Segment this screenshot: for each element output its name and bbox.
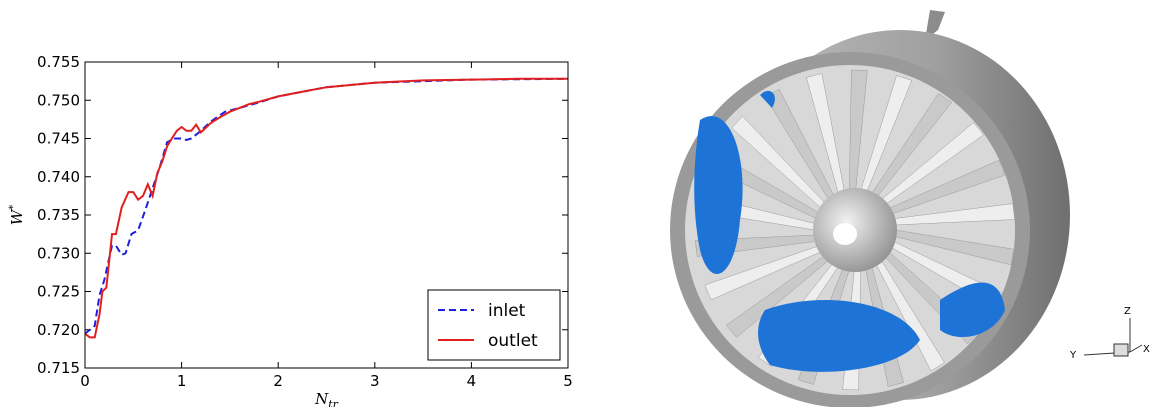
triad-label: X — [1143, 344, 1150, 355]
y-tick-label: 0.750 — [37, 91, 80, 109]
vortex-region — [694, 116, 743, 274]
y-tick-label: 0.735 — [37, 206, 80, 224]
legend-label: inlet — [488, 301, 526, 321]
y-axis-label-base: W — [8, 208, 26, 225]
y-axis-label-sup: * — [8, 205, 19, 210]
line-series — [84, 77, 568, 339]
y-tick-label: 0.730 — [37, 244, 80, 262]
triad-label: Z — [1124, 306, 1131, 317]
vortex-region — [758, 300, 920, 372]
axis-triad: Z Y X — [1069, 306, 1150, 361]
triad-label: Y — [1069, 350, 1077, 361]
vortex-region — [940, 282, 1005, 338]
x-tick-label: 5 — [563, 372, 573, 390]
y-tick-label: 0.745 — [37, 130, 80, 148]
x-tick-label: 0 — [80, 372, 90, 390]
triad-axis — [1129, 344, 1143, 353]
pylon — [925, 10, 945, 40]
y-tick-label: 0.740 — [37, 168, 80, 186]
engine-render: Z Y X — [670, 10, 1150, 407]
y-axis-label: W* — [8, 205, 26, 225]
legend-frame — [427, 289, 561, 361]
y-tick-label: 0.720 — [37, 321, 80, 339]
x-tick-label: 4 — [467, 372, 477, 390]
y-tick-label: 0.725 — [37, 283, 80, 301]
vortex-region — [760, 90, 775, 108]
x-tick-label: 3 — [370, 372, 380, 390]
chart: 0.715 0.720 0.725 0.730 0.735 0.740 0.745 0.750… — [8, 53, 573, 407]
y-tick-label: 0.755 — [37, 53, 80, 71]
x-axis-label: Ntr — [314, 390, 339, 407]
x-tick-label: 2 — [273, 372, 283, 390]
y-tick-label: 0.715 — [37, 359, 80, 377]
spinner-hole — [833, 223, 857, 245]
axes-frame — [84, 61, 569, 369]
legend-label: outlet — [488, 331, 538, 351]
x-tick-label: 1 — [177, 372, 187, 390]
x-axis-label-sub: tr — [328, 398, 338, 407]
x-axis-label-base: N — [314, 390, 329, 407]
triad-box — [1113, 343, 1129, 357]
